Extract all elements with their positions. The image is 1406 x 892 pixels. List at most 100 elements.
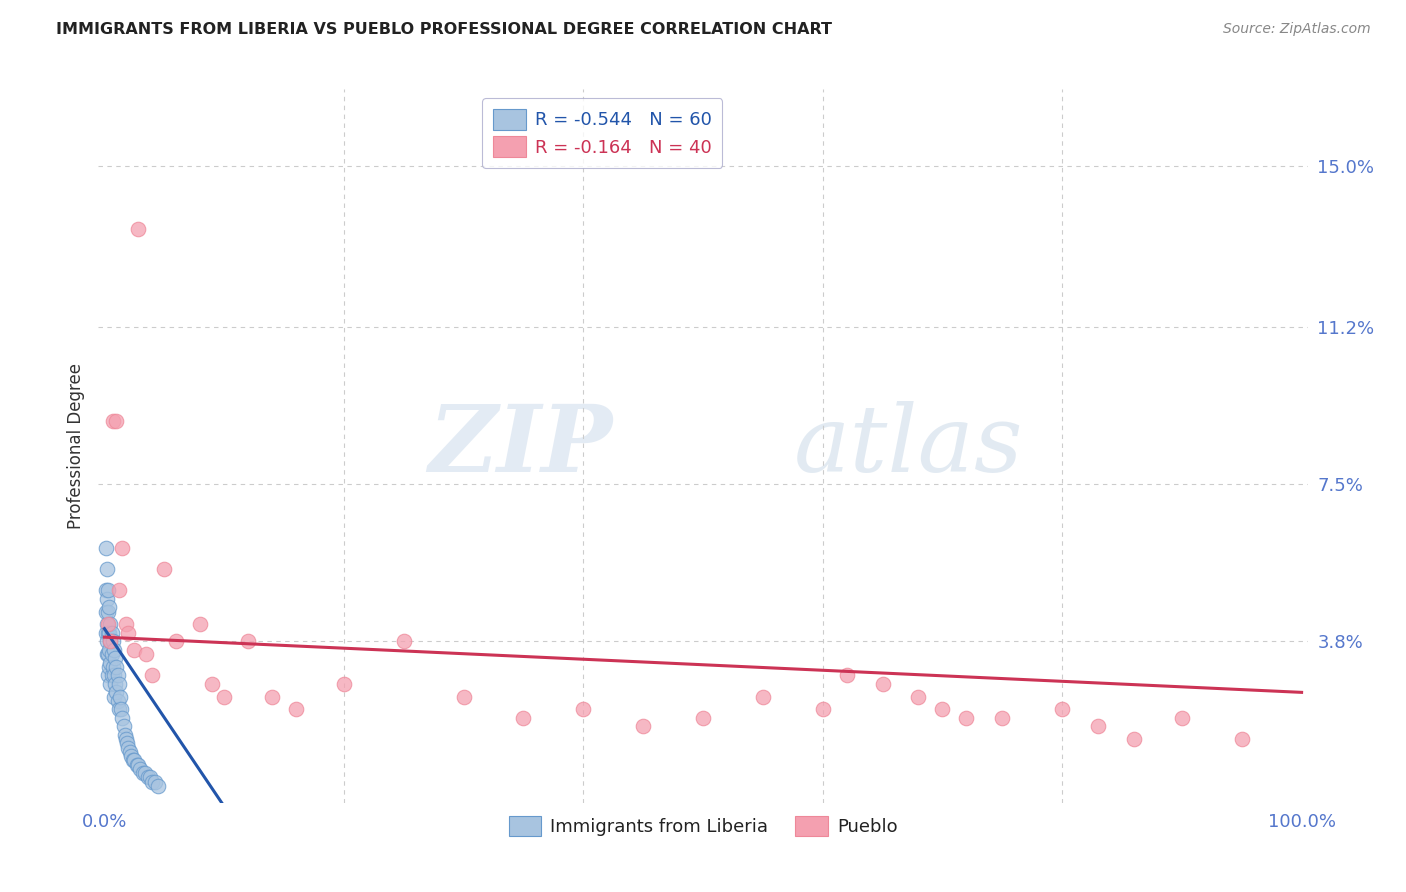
Text: ZIP: ZIP — [427, 401, 613, 491]
Point — [141, 774, 163, 789]
Point — [136, 770, 159, 784]
Point — [96, 617, 118, 632]
Point — [115, 732, 138, 747]
Point — [101, 660, 124, 674]
Point — [212, 690, 235, 704]
Point — [107, 702, 129, 716]
Point — [101, 634, 124, 648]
Point — [96, 634, 118, 648]
Point — [692, 711, 714, 725]
Point — [110, 702, 132, 716]
Point — [107, 668, 129, 682]
Point — [96, 562, 118, 576]
Point — [101, 413, 124, 427]
Point — [148, 779, 170, 793]
Point — [105, 660, 128, 674]
Y-axis label: Professional Degree: Professional Degree — [66, 363, 84, 529]
Point — [97, 617, 120, 632]
Point — [955, 711, 977, 725]
Point — [117, 740, 139, 755]
Legend: Immigrants from Liberia, Pueblo: Immigrants from Liberia, Pueblo — [498, 805, 908, 847]
Point — [100, 677, 122, 691]
Point — [260, 690, 283, 704]
Point — [1171, 711, 1194, 725]
Point — [907, 690, 929, 704]
Point — [100, 634, 122, 648]
Point — [115, 736, 138, 750]
Point — [100, 626, 122, 640]
Point — [117, 626, 139, 640]
Point — [97, 647, 120, 661]
Point — [98, 600, 121, 615]
Point — [122, 753, 145, 767]
Point — [333, 677, 356, 691]
Text: IMMIGRANTS FROM LIBERIA VS PUEBLO PROFESSIONAL DEGREE CORRELATION CHART: IMMIGRANTS FROM LIBERIA VS PUEBLO PROFES… — [56, 22, 832, 37]
Point — [107, 677, 129, 691]
Point — [103, 643, 125, 657]
Point — [134, 766, 156, 780]
Point — [120, 749, 142, 764]
Point — [1230, 732, 1253, 747]
Point — [1050, 702, 1073, 716]
Text: Source: ZipAtlas.com: Source: ZipAtlas.com — [1223, 22, 1371, 37]
Point — [165, 634, 187, 648]
Point — [991, 711, 1014, 725]
Point — [631, 719, 654, 733]
Point — [125, 757, 148, 772]
Point — [1123, 732, 1146, 747]
Point — [94, 626, 117, 640]
Point — [811, 702, 834, 716]
Point — [188, 617, 211, 632]
Point — [124, 753, 146, 767]
Point — [752, 690, 775, 704]
Point — [453, 690, 475, 704]
Point — [105, 685, 128, 699]
Point — [100, 668, 122, 682]
Point — [112, 719, 135, 733]
Point — [104, 677, 127, 691]
Point — [96, 647, 118, 661]
Point — [392, 634, 415, 648]
Point — [103, 690, 125, 704]
Point — [153, 562, 176, 576]
Point — [572, 702, 595, 716]
Point — [98, 660, 121, 674]
Point — [108, 690, 131, 704]
Point — [512, 711, 534, 725]
Point — [97, 605, 120, 619]
Point — [114, 728, 136, 742]
Point — [872, 677, 894, 691]
Point — [129, 762, 152, 776]
Point — [236, 634, 259, 648]
Point — [97, 626, 120, 640]
Point — [835, 668, 858, 682]
Point — [124, 643, 146, 657]
Point — [127, 222, 149, 236]
Point — [132, 766, 155, 780]
Point — [105, 413, 128, 427]
Point — [141, 668, 163, 682]
Point — [135, 647, 157, 661]
Point — [98, 626, 121, 640]
Point — [94, 541, 117, 555]
Text: atlas: atlas — [793, 401, 1024, 491]
Point — [103, 668, 125, 682]
Point — [97, 583, 120, 598]
Point — [100, 656, 122, 670]
Point — [97, 668, 120, 682]
Point — [127, 757, 149, 772]
Point — [115, 617, 138, 632]
Point — [111, 711, 134, 725]
Point — [100, 617, 122, 632]
Point — [931, 702, 953, 716]
Point — [104, 651, 127, 665]
Point — [201, 677, 224, 691]
Point — [111, 541, 134, 555]
Point — [107, 583, 129, 598]
Point — [118, 745, 141, 759]
Point — [143, 774, 166, 789]
Point — [284, 702, 307, 716]
Point — [94, 583, 117, 598]
Point — [94, 605, 117, 619]
Point — [100, 634, 122, 648]
